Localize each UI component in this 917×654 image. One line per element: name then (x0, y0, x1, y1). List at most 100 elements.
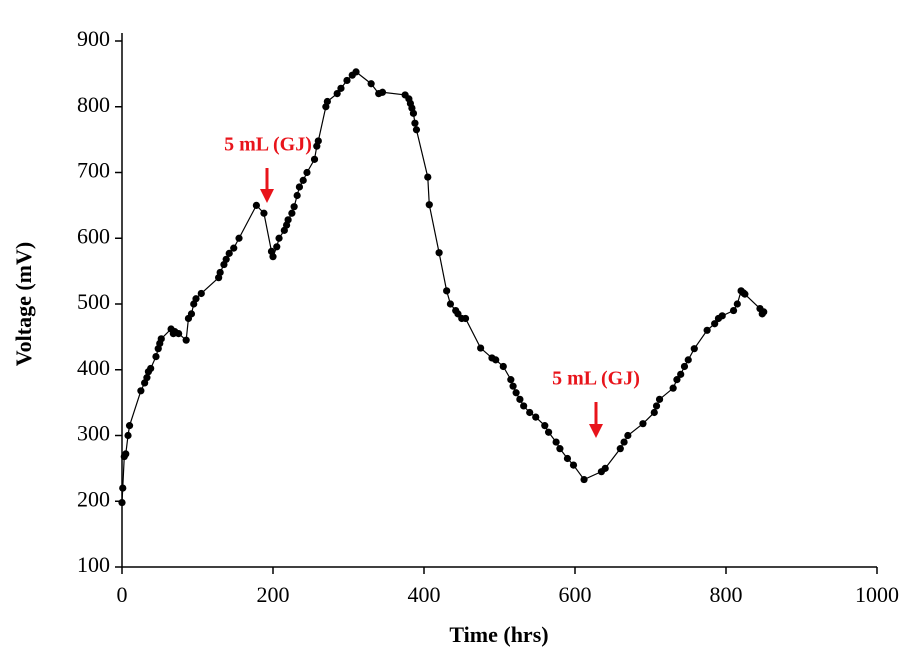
data-point (197, 289, 205, 298)
data-point (412, 126, 421, 134)
data-point (520, 402, 528, 410)
data-point (182, 336, 190, 344)
x-axis-title: Time (hrs) (449, 622, 548, 647)
data-point (143, 374, 151, 382)
data-point (616, 445, 624, 453)
data-point (624, 431, 632, 440)
data-point (310, 155, 319, 163)
data-point (669, 384, 677, 392)
data-point (446, 300, 455, 308)
data-point (290, 203, 298, 211)
data-point (703, 326, 711, 334)
x-tick-label: 200 (257, 582, 290, 607)
data-point (492, 356, 500, 364)
y-tick-label: 400 (77, 355, 110, 380)
data-point (556, 445, 564, 453)
y-tick-label: 300 (77, 421, 110, 446)
data-point (235, 234, 243, 242)
data-point (409, 109, 418, 117)
data-point (293, 191, 301, 200)
annotation: 5 mL (GJ) (552, 368, 640, 390)
data-point (563, 454, 572, 463)
data-point (273, 243, 281, 251)
data-point (569, 461, 578, 469)
data-point (760, 308, 768, 316)
data-point (378, 88, 387, 96)
data-point (367, 80, 375, 88)
data-point (269, 253, 277, 261)
data-point (499, 362, 507, 371)
data-point (284, 216, 292, 224)
data-point (425, 201, 433, 209)
data-point (225, 249, 233, 257)
data-point (684, 356, 692, 364)
data-point (252, 201, 260, 209)
data-point (118, 498, 126, 507)
data-point (230, 244, 238, 252)
data-point (680, 362, 689, 371)
y-tick-label: 200 (77, 486, 110, 511)
data-point (477, 344, 485, 352)
y-tick-label: 900 (77, 26, 110, 51)
data-point (275, 234, 283, 242)
data-point (509, 382, 517, 390)
data-point (733, 300, 741, 308)
y-tick-label: 500 (77, 289, 110, 314)
data-point (323, 97, 331, 106)
data-point (411, 119, 419, 127)
data-point (303, 168, 311, 177)
data-point (718, 312, 726, 320)
data-point (260, 209, 268, 217)
data-point (639, 420, 647, 428)
data-point (333, 90, 341, 98)
x-tick-label: 400 (408, 582, 441, 607)
y-tick-label: 600 (77, 223, 110, 248)
data-point (216, 268, 224, 277)
data-point (299, 176, 307, 184)
data-point (443, 287, 451, 295)
y-tick-label: 800 (77, 92, 110, 117)
data-point (175, 329, 183, 338)
data-point (552, 438, 560, 446)
data-point (435, 249, 443, 257)
data-point (729, 306, 738, 315)
data-point (655, 395, 664, 403)
annotation-arrowhead (589, 424, 603, 438)
data-point (192, 295, 200, 303)
data-point (461, 314, 470, 323)
data-point (187, 310, 196, 318)
data-point (288, 209, 296, 217)
data-point (677, 370, 685, 378)
data-point (157, 335, 165, 343)
data-point (652, 402, 661, 410)
data-point (601, 464, 609, 472)
data-point (532, 413, 540, 421)
series-line (121, 71, 765, 503)
data-point (711, 320, 719, 328)
data-point (650, 408, 658, 417)
data-point (741, 290, 749, 298)
data-point (541, 422, 549, 430)
data-point (544, 428, 553, 436)
data-point (352, 68, 360, 76)
x-tick-label: 0 (117, 582, 128, 607)
data-point (137, 387, 145, 395)
annotation-arrowhead (260, 189, 274, 203)
y-axis-title: Voltage (mV) (11, 242, 36, 366)
annotation: 5 mL (GJ) (224, 134, 312, 156)
y-tick-label: 100 (77, 552, 110, 577)
data-point (337, 84, 345, 92)
x-tick-label: 1000 (855, 582, 899, 607)
data-point (343, 76, 351, 85)
data-point (152, 353, 160, 361)
data-point (580, 475, 588, 484)
data-point (424, 173, 432, 181)
data-point (124, 431, 132, 440)
data-point (516, 395, 524, 403)
x-tick-label: 600 (559, 582, 592, 607)
data-point (673, 376, 681, 384)
data-point (620, 438, 628, 446)
y-tick-label: 700 (77, 158, 110, 183)
data-point (222, 255, 230, 263)
